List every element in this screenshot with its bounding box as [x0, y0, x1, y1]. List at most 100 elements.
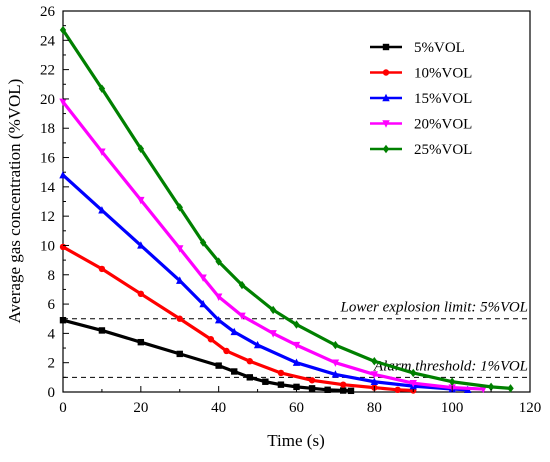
legend-marker [382, 144, 390, 154]
data-point [479, 385, 487, 394]
reference-lines: Lower explosion limit: 5%VOL Alarm thresh… [63, 300, 530, 378]
data-point [223, 347, 230, 355]
data-point [370, 371, 379, 379]
x-tick-label: 80 [367, 400, 382, 416]
y-tick-label: 12 [40, 209, 55, 225]
data-point [269, 305, 277, 315]
y-tick-label: 10 [40, 238, 55, 254]
data-point [230, 327, 238, 336]
x-axis-title: Time (s) [267, 431, 324, 450]
data-point [293, 320, 300, 329]
data-point [331, 370, 340, 378]
data-point [308, 385, 316, 392]
legend-item: 10%VOL [370, 66, 472, 82]
legend-marker [382, 69, 390, 76]
x-tick-label: 0 [59, 400, 67, 416]
y-tick-label: 4 [48, 326, 56, 342]
series-line [61, 100, 485, 391]
data-point [277, 381, 285, 388]
data-point [332, 340, 339, 350]
reference-line-label: Alarm threshold: 1%VOL [373, 358, 528, 374]
data-point [199, 299, 207, 308]
series-20pctvol [59, 98, 487, 394]
legend-item: 25%VOL [370, 142, 472, 158]
data-point [292, 341, 301, 350]
data-point [176, 245, 184, 253]
y-tick-label: 26 [40, 4, 56, 20]
y-tick-label: 22 [40, 63, 55, 79]
reference-line-label: Lower explosion limit: 5%VOL [340, 300, 528, 316]
legend-label: 20%VOL [414, 117, 472, 133]
y-axis-title: Average gas concentration (%VOL) [5, 79, 24, 324]
data-point [340, 381, 347, 388]
series-line [61, 28, 513, 390]
series-25pctvol [59, 25, 514, 393]
data-point [137, 144, 145, 153]
series-layer [59, 25, 514, 395]
legend-label: 5%VOL [414, 40, 465, 56]
data-point [176, 276, 184, 284]
data-point [215, 362, 222, 369]
data-point [137, 241, 145, 249]
data-point [59, 98, 67, 107]
x-tick-label: 40 [211, 400, 226, 416]
data-point [246, 374, 253, 381]
legend-item: 15%VOL [370, 91, 472, 107]
y-tick-label: 2 [48, 356, 56, 372]
legend-label: 15%VOL [414, 91, 472, 107]
data-point [98, 327, 106, 334]
data-point [137, 338, 145, 346]
data-point [347, 387, 355, 395]
y-tick-label: 20 [40, 92, 55, 108]
legend-marker [382, 93, 390, 102]
data-point [214, 315, 223, 324]
data-point [331, 359, 340, 367]
data-point [487, 382, 495, 392]
data-point [277, 369, 285, 377]
data-point [98, 206, 106, 214]
data-point [98, 148, 106, 156]
data-point [324, 386, 331, 394]
data-point [448, 377, 456, 386]
y-tick-label: 6 [48, 297, 56, 313]
legend-label: 25%VOL [414, 142, 472, 158]
series-5pctvol [59, 316, 355, 395]
data-point [176, 350, 183, 358]
y-tick-label: 14 [40, 180, 56, 196]
data-point [253, 340, 262, 349]
y-tick-label: 16 [40, 151, 56, 167]
data-point [98, 84, 106, 93]
data-point [238, 312, 246, 320]
y-tick-label: 8 [48, 268, 56, 284]
data-point [238, 280, 246, 290]
data-point [176, 203, 183, 212]
y-tick-label: 24 [40, 33, 56, 49]
data-point [269, 330, 277, 338]
data-point [507, 384, 514, 393]
data-point [176, 315, 183, 322]
data-point [409, 380, 417, 388]
y-tick-label: 18 [40, 121, 55, 137]
data-point [207, 336, 215, 343]
legend-marker [382, 43, 390, 51]
data-point [410, 368, 417, 378]
data-point [137, 196, 145, 205]
data-point [59, 170, 67, 179]
legend-item: 20%VOL [370, 117, 472, 133]
data-point [308, 377, 316, 384]
legend: 5%VOL 10%VOL 15%VOL 20%VOL 25%VOL [370, 40, 472, 158]
x-tick-label: 20 [133, 400, 148, 416]
legend-item: 5%VOL [370, 40, 465, 56]
y-tick-label: 0 [48, 385, 56, 401]
data-point [231, 368, 238, 375]
data-point [370, 377, 379, 385]
data-point [246, 358, 253, 365]
data-point [59, 316, 67, 324]
data-point [199, 274, 207, 282]
legend-marker [382, 120, 390, 128]
series-line [61, 173, 470, 392]
x-tick-label: 60 [289, 400, 304, 416]
data-point [59, 25, 67, 35]
